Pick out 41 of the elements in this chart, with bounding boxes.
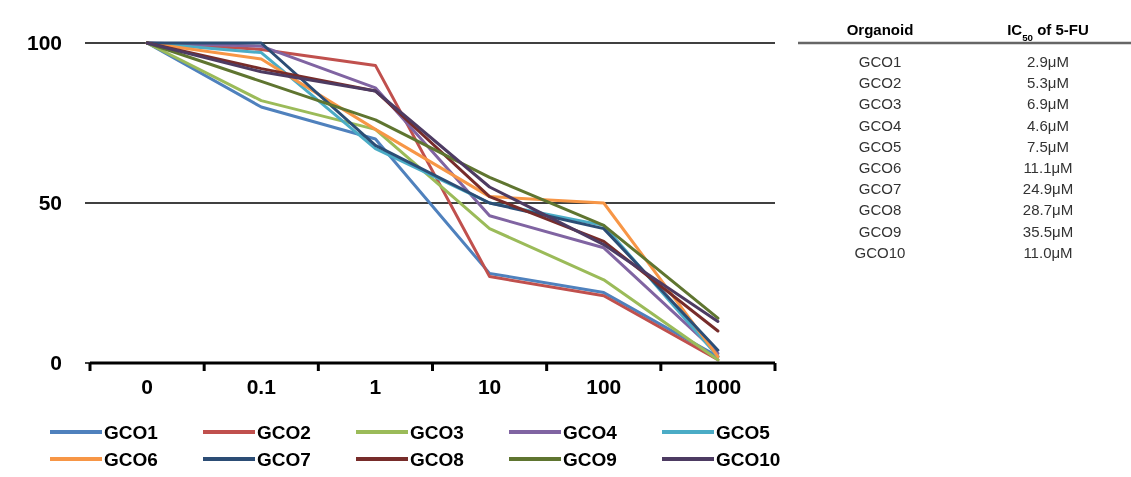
category-label: GCO1 [858, 53, 902, 70]
text: IC$_{50}$ of 5-FU [1007, 21, 1089, 43]
legend-label: GCO2 [257, 421, 311, 443]
text: 24.9μM [1022, 180, 1074, 198]
x-tick-label: 1000 [694, 375, 742, 398]
category-label: GCO2 [858, 74, 902, 92]
legend-label: GCO3 [410, 421, 464, 443]
y-tick-label: 0 [50, 351, 62, 375]
category-label: GCO6 [858, 159, 902, 176]
legend-label: GCO10 [716, 448, 781, 470]
text: 35.5μM [1022, 222, 1074, 240]
y-tick-label: 50 [38, 191, 62, 215]
x-tick-label: 10 [477, 375, 502, 398]
legend-label: GCO9 [563, 448, 617, 470]
category-label: GCO7 [858, 180, 902, 198]
text: 11.1μM [1023, 159, 1073, 176]
text: 11.0μM [1023, 243, 1073, 261]
x-tick-label: 100 [586, 375, 622, 398]
x-tick-label: 0 [141, 375, 153, 398]
text: 2.9μM [1027, 53, 1069, 70]
x-tick-label: 0.1 [246, 375, 277, 398]
text: 4.6μM [1027, 116, 1069, 134]
category-label: GCO4 [858, 116, 902, 134]
category-label: GCO8 [858, 201, 902, 219]
y-tick-label: 100 [26, 31, 62, 55]
legend-label: GCO6 [104, 448, 158, 470]
text: 6.9μM [1027, 95, 1069, 113]
category-label: GCO10 [854, 243, 906, 261]
x-tick-label: 1 [369, 375, 382, 398]
category-label: GCO3 [858, 95, 902, 113]
legend-label: GCO7 [257, 448, 311, 470]
legend-label: GCO8 [410, 448, 464, 470]
text: 28.7μM [1022, 201, 1074, 219]
legend-label: GCO4 [563, 421, 618, 443]
legend-label: GCO5 [716, 421, 771, 443]
text: Organoid [846, 21, 914, 38]
category-label: GCO5 [858, 137, 902, 155]
category-label: GCO9 [858, 222, 902, 240]
text: 5.3μM [1027, 74, 1069, 92]
text: 7.5μM [1027, 137, 1069, 155]
legend-label: GCO1 [104, 421, 159, 443]
